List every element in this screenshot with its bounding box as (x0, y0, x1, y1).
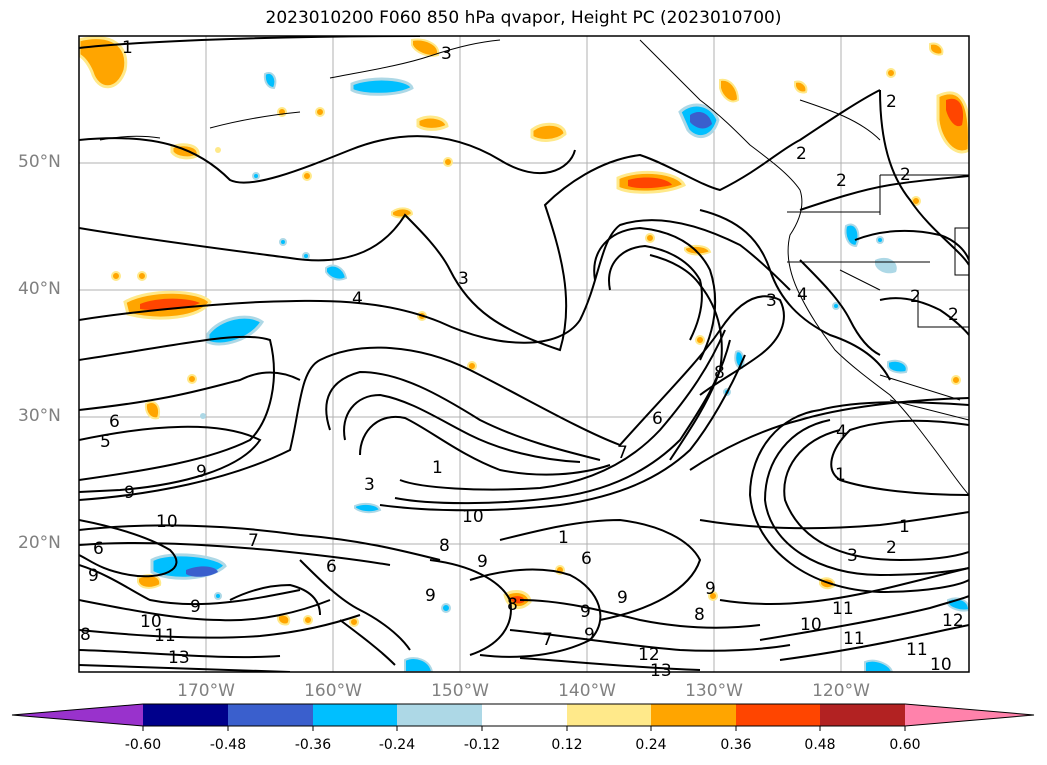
contour-label: 3 (458, 269, 469, 289)
contour-label: 9 (617, 588, 628, 608)
colorbar-swatch (820, 704, 905, 726)
lon-label-160w: 160°W (304, 681, 362, 701)
contour-labels: 1 3 2 2 2 2 2 2 3 3 4 4 4 6 5 9 9 1 3 8 … (80, 38, 964, 681)
lon-label-130w: 130°W (685, 681, 743, 701)
colorbar-swatch (313, 704, 397, 726)
contour-label: 2 (886, 538, 897, 558)
coastlines (99, 39, 969, 496)
contour-label: 4 (836, 422, 847, 442)
lat-label-50n: 50°N (18, 152, 61, 172)
contour-label: 6 (581, 549, 592, 569)
colorbar-tick-label: 0.12 (551, 737, 583, 753)
colorbar-swatch (651, 704, 736, 726)
contour-label: 4 (352, 289, 363, 309)
contour-label: 2 (836, 171, 847, 191)
contour-label: 8 (694, 605, 705, 625)
contour-label: 9 (580, 602, 591, 622)
contour-label: 2 (796, 144, 807, 164)
contour-label: 1 (835, 465, 846, 485)
colorbar-swatch (228, 704, 313, 726)
lat-label-20n: 20°N (18, 533, 61, 553)
plot-area (79, 36, 969, 672)
contour-label: 9 (584, 625, 595, 645)
contour-label: 1 (558, 528, 569, 548)
contour-label: 8 (507, 595, 518, 615)
contour-label: 6 (93, 539, 104, 559)
lon-label-140w: 140°W (558, 681, 616, 701)
contour-label: 5 (100, 432, 111, 452)
contour-label: 6 (326, 557, 337, 577)
contour-label: 7 (248, 531, 259, 551)
contour-label: 7 (617, 443, 628, 463)
positive-anomaly-shading (79, 36, 969, 627)
contour-label: 13 (650, 661, 672, 681)
contour-label: 9 (124, 483, 135, 503)
plot-frame (78, 35, 970, 673)
contour-label: 13 (168, 648, 190, 668)
contour-label: 3 (441, 44, 452, 64)
contour-label: 12 (942, 611, 964, 631)
colorbar-swatch (12, 704, 143, 726)
lon-label-170w: 170°W (177, 681, 235, 701)
contour-label: 6 (652, 409, 663, 429)
colorbar-tick-label: -0.48 (209, 737, 247, 753)
contour-label: 8 (714, 363, 725, 383)
contour-label: 9 (88, 566, 99, 586)
contour-label: 2 (910, 287, 921, 307)
contour-label: 2 (886, 92, 897, 112)
colorbar-swatch (397, 704, 482, 726)
contour-label: 9 (705, 579, 716, 599)
contour-label: 9 (425, 586, 436, 606)
contour-label: 8 (439, 536, 450, 556)
contour-label: 1 (122, 38, 133, 58)
colorbar-tick-label: -0.36 (294, 737, 332, 753)
contour-label: 9 (477, 552, 488, 572)
contour-label: 1 (432, 458, 443, 478)
colorbar-tick-label: -0.24 (378, 737, 416, 753)
contour-label: 3 (847, 546, 858, 566)
lat-label-40n: 40°N (18, 279, 61, 299)
contour-label: 12 (638, 645, 660, 665)
contour-label: 9 (190, 597, 201, 617)
contour-label: 7 (542, 630, 553, 650)
contour-label: 10 (156, 512, 178, 532)
colorbar-tick-label: 0.60 (889, 737, 921, 753)
contour-label: 2 (948, 305, 959, 325)
lat-label-30n: 30°N (18, 406, 61, 426)
lon-label-150w: 150°W (431, 681, 489, 701)
colorbar-tick-label: 0.24 (635, 737, 667, 753)
colorbar-swatch (567, 704, 651, 726)
contour-label: 11 (154, 626, 176, 646)
contour-label: 2 (900, 165, 911, 185)
contour-label: 10 (462, 507, 484, 527)
contour-label: 6 (109, 412, 120, 432)
contour-label: 1 (899, 517, 910, 537)
contour-label: 8 (80, 625, 91, 645)
colorbar (11, 703, 1035, 731)
colorbar-tick-label: 0.36 (720, 737, 752, 753)
colorbar-tick-label: 0.48 (804, 737, 836, 753)
height-contours (79, 36, 969, 672)
contour-label: 10 (930, 655, 952, 675)
contour-label: 3 (766, 291, 777, 311)
contour-label: 3 (364, 475, 375, 495)
contour-label: 11 (843, 629, 865, 649)
contour-label: 11 (832, 599, 854, 619)
colorbar-swatch (905, 704, 1034, 726)
contour-label: 10 (140, 612, 162, 632)
contour-label: 10 (800, 615, 822, 635)
contour-label: 4 (797, 285, 808, 305)
contour-label: 11 (906, 640, 928, 660)
lon-label-120w: 120°W (812, 681, 870, 701)
colorbar-swatch (736, 704, 820, 726)
colorbar-swatch (143, 704, 228, 726)
contour-label: 9 (196, 462, 207, 482)
colorbar-tick-label: -0.12 (463, 737, 501, 753)
map-title: 2023010200 F060 850 hPa qvapor, Height P… (265, 8, 782, 28)
colorbar-tick-label: -0.60 (124, 737, 162, 753)
colorbar-swatch (482, 704, 567, 726)
